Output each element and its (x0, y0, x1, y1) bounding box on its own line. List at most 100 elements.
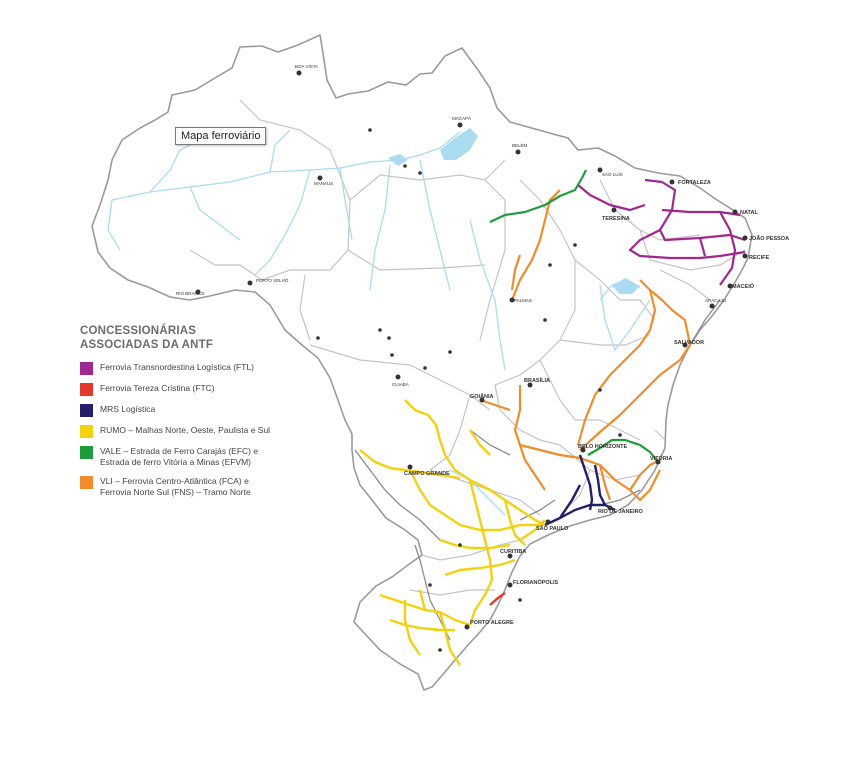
svg-text:BELÉM: BELÉM (512, 142, 528, 148)
svg-text:CURITIBA: CURITIBA (500, 549, 526, 555)
rail-vale (489, 169, 659, 463)
legend-item-vale: VALE – Estrada de Ferro Carajás (EFC) e … (80, 446, 280, 468)
city-marker: JOÃO PESSOA (742, 235, 789, 242)
city-marker: GOIÂNIA (470, 393, 494, 403)
legend-item-vli: VLI – Ferrovia Centro-Atlântica (FCA) e … (80, 476, 280, 498)
rail-ftl (577, 178, 746, 286)
svg-text:SÃO LUÍS: SÃO LUÍS (602, 171, 623, 177)
city-marker: CAMPO GRANDE (404, 464, 450, 477)
legend-label: MRS Logística (100, 404, 155, 415)
rail-ftc (489, 592, 506, 606)
legend-title-line: CONCESSIONÁRIAS (80, 325, 197, 337)
city-marker: CURITIBA (500, 549, 526, 559)
svg-text:ARACAJU: ARACAJU (705, 298, 726, 303)
legend-item-rumo: RUMO – Malhas Norte, Oeste, Paulista e S… (80, 425, 280, 438)
svg-text:TERESINA: TERESINA (602, 216, 630, 222)
svg-text:MANAUS: MANAUS (314, 181, 333, 186)
city-marker: RECIFE (742, 253, 770, 261)
legend-swatch (80, 383, 93, 396)
svg-text:PALMAS: PALMAS (514, 298, 532, 303)
rail-mrs (544, 454, 616, 527)
legend-swatch (80, 404, 93, 417)
legend-label: Ferrovia Tereza Cristina (FTC) (100, 383, 215, 394)
legend-label: VALE – Estrada de Ferro Carajás (EFC) e … (100, 446, 258, 468)
reservoir (612, 278, 640, 294)
state-borders (189, 99, 746, 596)
legend-label-line: Ferrovia Tereza Cristina (FTC) (100, 383, 215, 393)
city-marker: SÃO PAULO (536, 519, 569, 532)
city-marker: RIO DE JANEIRO (598, 505, 644, 515)
svg-text:FORTALEZA: FORTALEZA (678, 180, 711, 186)
rivers (107, 129, 651, 516)
city-marker: BELO HORIZONTE (578, 444, 628, 453)
svg-text:CAMPO GRANDE: CAMPO GRANDE (404, 471, 450, 477)
svg-text:JOÃO PESSOA: JOÃO PESSOA (749, 235, 789, 242)
legend-label-line: Ferrovia Transnordestina Logística (FTL) (100, 362, 255, 372)
svg-text:RECIFE: RECIFE (749, 255, 770, 261)
city-marker: ARACAJU (705, 298, 726, 309)
svg-text:BELO HORIZONTE: BELO HORIZONTE (578, 444, 628, 450)
svg-text:FLORIANÓPOLIS: FLORIANÓPOLIS (513, 578, 559, 586)
city-marker: MACAPÁ (452, 115, 471, 128)
svg-text:RIO BRANCO: RIO BRANCO (176, 291, 205, 296)
city-marker: TERESINA (602, 207, 630, 222)
legend-label: VLI – Ferrovia Centro-Atlântica (FCA) e … (100, 476, 251, 498)
city-marker: MACEIÓ (727, 282, 755, 290)
legend-title: CONCESSIONÁRIAS ASSOCIADAS DA ANTF (80, 324, 280, 352)
city-marker: FORTALEZA (669, 179, 711, 186)
svg-text:MACEIÓ: MACEIÓ (732, 282, 755, 290)
svg-text:PORTO VELHO: PORTO VELHO (256, 278, 289, 283)
city-markers: BOA VISTA MACAPÁ BELÉM SÃO LUÍS FORTALEZ… (176, 64, 789, 630)
city-marker: MANAUS (314, 175, 333, 186)
map-tooltip: Mapa ferroviário (175, 127, 267, 145)
svg-text:SALVADOR: SALVADOR (674, 340, 704, 346)
city-marker: PORTO VELHO (247, 278, 289, 286)
amazon-estuary (440, 128, 478, 160)
legend-label-line: Ferrovia Norte Sul (FNS) – Tramo Norte (100, 487, 251, 497)
svg-text:CUIABÁ: CUIABÁ (392, 381, 409, 387)
city-marker: SALVADOR (674, 340, 704, 348)
city-marker: BOA VISTA (295, 64, 318, 76)
svg-text:BOA VISTA: BOA VISTA (295, 64, 318, 69)
legend-item-ftc: Ferrovia Tereza Cristina (FTC) (80, 383, 280, 396)
svg-text:VITÓRIA: VITÓRIA (650, 454, 672, 462)
city-marker: VITÓRIA (650, 454, 672, 465)
legend-label-line: VALE – Estrada de Ferro Carajás (EFC) e (100, 446, 259, 456)
legend-label-line: Estrada de ferro Vitória a Minas (EFVM) (100, 457, 252, 467)
svg-text:BRASÍLIA: BRASÍLIA (524, 376, 550, 384)
legend-title-line: ASSOCIADAS DA ANTF (80, 339, 214, 351)
rail-rumo (359, 399, 546, 666)
minor-settlements (316, 128, 622, 652)
city-marker: SÃO LUÍS (597, 167, 623, 177)
brazil-outline (91, 33, 753, 692)
legend-label-line: MRS Logística (100, 404, 156, 414)
reservoir (388, 154, 408, 166)
legend-swatch (80, 446, 93, 459)
city-marker: CUIABÁ (392, 374, 409, 387)
svg-text:PORTO ALEGRE: PORTO ALEGRE (470, 620, 514, 626)
city-marker: FLORIANÓPOLIS (507, 578, 559, 588)
legend-swatch (80, 425, 93, 438)
legend-label: RUMO – Malhas Norte, Oeste, Paulista e S… (100, 425, 270, 436)
city-marker: BELÉM (512, 142, 528, 155)
legend-label: Ferrovia Transnordestina Logística (FTL) (100, 362, 254, 373)
svg-text:MACAPÁ: MACAPÁ (452, 115, 471, 121)
city-marker: NATAL (732, 209, 758, 216)
legend: CONCESSIONÁRIAS ASSOCIADAS DA ANTF Ferro… (80, 324, 280, 506)
city-marker: PALMAS (509, 297, 532, 303)
svg-text:SÃO PAULO: SÃO PAULO (536, 525, 569, 532)
legend-item-mrs: MRS Logística (80, 404, 280, 417)
legend-label-line: VLI – Ferrovia Centro-Atlântica (FCA) e (100, 476, 249, 486)
city-marker: RIO BRANCO (176, 289, 205, 296)
legend-swatch (80, 362, 93, 375)
svg-text:GOIÂNIA: GOIÂNIA (470, 393, 494, 400)
svg-text:NATAL: NATAL (740, 210, 758, 216)
city-marker: BRASÍLIA (524, 376, 550, 388)
legend-swatch (80, 476, 93, 489)
other-rail-lines (354, 299, 721, 641)
legend-item-ftl: Ferrovia Transnordestina Logística (FTL) (80, 362, 280, 375)
city-marker: PORTO ALEGRE (464, 620, 514, 630)
svg-text:RIO DE JANEIRO: RIO DE JANEIRO (598, 509, 644, 515)
legend-label-line: RUMO – Malhas Norte, Oeste, Paulista e S… (100, 425, 271, 435)
